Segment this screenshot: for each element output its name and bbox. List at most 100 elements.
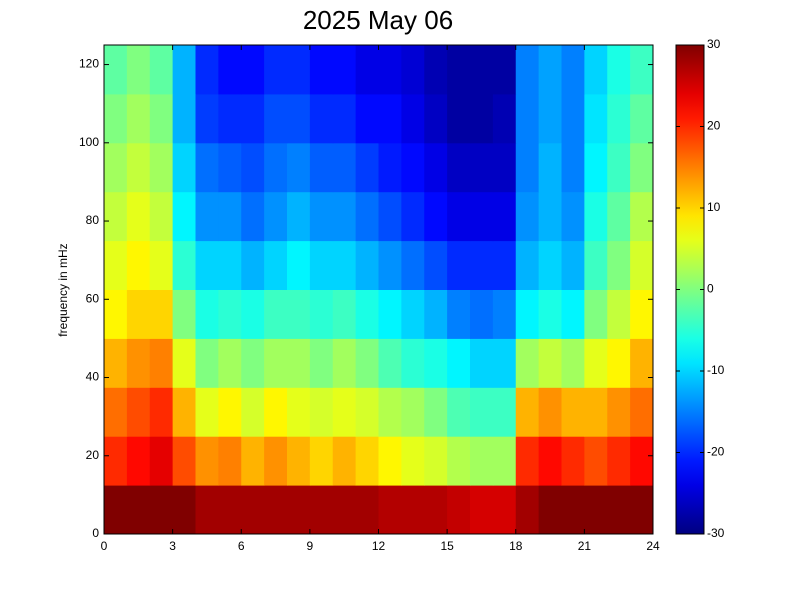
heat-cell [561,485,585,535]
heat-cell [424,191,448,242]
heat-cell [332,191,357,242]
heat-cell [264,436,288,486]
heat-cell [470,338,494,388]
heat-cell [218,240,242,290]
heat-cell [424,387,448,437]
heat-cell [561,45,585,95]
heat-cell [287,289,311,339]
heat-cell [584,45,608,95]
heat-cell [149,191,174,242]
y-tick-label: 100 [79,135,99,149]
heat-cell [378,93,402,144]
heat-cell [241,240,265,290]
heat-cell [309,45,334,95]
heat-cell [630,485,654,535]
heat-cell [447,338,471,388]
heat-cell [332,338,357,388]
heat-cell [492,142,517,193]
x-tick-label: 3 [169,539,176,553]
heat-cell [492,387,517,437]
heat-cell [470,436,494,486]
heat-cell [607,142,631,193]
heat-cell [172,289,196,339]
heat-cell [447,436,471,486]
heat-cell [287,45,311,95]
heat-cell [104,485,128,535]
heat-cell [401,45,425,95]
heat-cell [287,485,311,535]
heat-cell [470,93,494,144]
x-tick-label: 18 [509,539,523,553]
heat-cell [401,338,425,388]
colorbar-tick-label: 10 [707,200,721,214]
y-tick-label: 80 [86,213,100,227]
heat-cell [470,387,494,437]
heat-cell [561,93,585,144]
heat-cell [195,240,219,290]
heat-cell [104,45,128,95]
heat-cell [104,142,128,193]
heat-cell [492,45,517,95]
heat-cell [149,142,174,193]
heat-cell [470,289,494,339]
heat-cell [149,289,174,339]
heat-cell [492,191,517,242]
heat-cell [149,338,174,388]
heat-cell [492,240,517,290]
heat-cell [264,93,288,144]
heat-cell [241,289,265,339]
heat-cell [607,45,631,95]
y-tick-label: 120 [79,57,99,71]
heat-cell [309,485,334,535]
heat-cell [172,338,196,388]
heat-cell [332,485,357,535]
heat-cell [104,436,128,486]
heat-cell [287,436,311,486]
heat-cell [607,338,631,388]
heat-cell [561,142,585,193]
heat-cell [126,93,151,144]
heat-cell [378,436,402,486]
x-tick-label: 21 [578,539,592,553]
heat-cell [218,191,242,242]
y-tick-label: 40 [86,370,100,384]
heat-cell [309,387,334,437]
heat-cell [126,289,151,339]
heat-cell [332,240,357,290]
heat-cell [401,289,425,339]
heat-cell [241,142,265,193]
heat-cell [104,289,128,339]
heat-cell [332,142,357,193]
heat-cell [172,45,196,95]
heat-cell [447,240,471,290]
heat-cell [584,240,608,290]
heat-cell [447,142,471,193]
heat-cell [332,387,357,437]
heat-cell [241,191,265,242]
heat-cell [218,93,242,144]
heat-cell [195,142,219,193]
heat-cell [104,191,128,242]
heat-cell [287,191,311,242]
heat-cell [424,142,448,193]
heat-cell [538,485,562,535]
heat-cell [126,338,151,388]
heat-cell [447,45,471,95]
heat-cell [515,142,540,193]
heat-cell [401,240,425,290]
heat-cell [515,387,540,437]
heat-cell [515,240,540,290]
heat-cell [172,142,196,193]
heat-cell [378,485,402,535]
heat-cell [172,485,196,535]
colorbar [676,45,704,534]
heat-cell [241,338,265,388]
heat-cell [355,142,379,193]
heat-cell [492,485,517,535]
heat-cell [218,289,242,339]
heat-cell [309,142,334,193]
heat-cell [470,45,494,95]
heat-cell [584,142,608,193]
heat-cell [424,485,448,535]
